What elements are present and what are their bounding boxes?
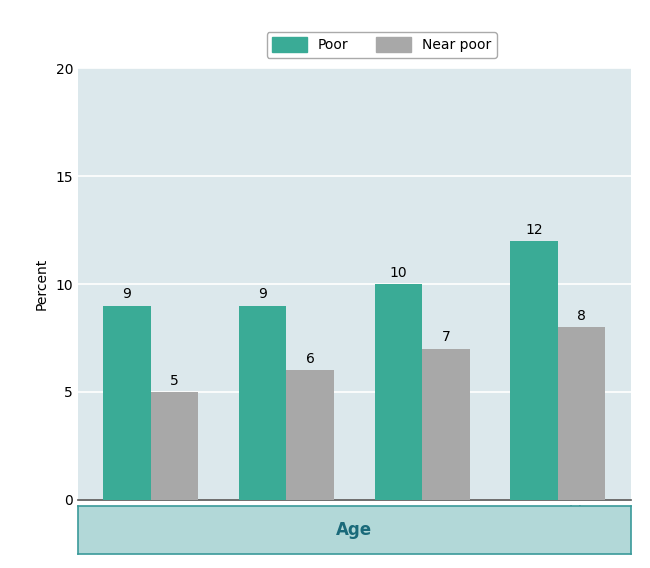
Bar — [558, 327, 605, 500]
Text: 9: 9 — [122, 287, 131, 301]
Text: 12: 12 — [525, 223, 543, 236]
Text: 8: 8 — [577, 309, 586, 323]
Bar — [103, 306, 151, 500]
Legend: Poor, Near poor: Poor, Near poor — [266, 32, 497, 58]
Bar — [151, 392, 198, 500]
Bar — [374, 284, 422, 500]
Bar — [239, 306, 287, 500]
Text: 9: 9 — [258, 287, 267, 301]
Bar — [422, 349, 470, 500]
Text: 6: 6 — [306, 352, 315, 366]
Text: Age: Age — [336, 521, 372, 538]
Bar — [287, 370, 334, 500]
Bar — [510, 241, 558, 500]
Y-axis label: Percent: Percent — [34, 258, 49, 310]
Text: 5: 5 — [170, 374, 179, 387]
Text: 10: 10 — [389, 266, 407, 279]
Text: 7: 7 — [441, 331, 450, 344]
